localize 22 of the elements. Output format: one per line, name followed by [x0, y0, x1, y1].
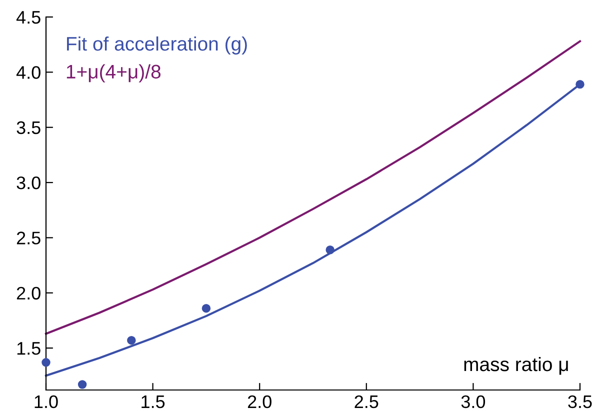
y-tick-label: 2.5 [16, 232, 40, 244]
x-tick-label: 3.0 [461, 395, 486, 408]
y-tick-label: 3.5 [16, 121, 40, 134]
x-axis-title: mass ratio μ [464, 356, 568, 375]
y-tick-label: 4.0 [16, 66, 40, 79]
point [78, 380, 87, 389]
x-tick-label: 2.0 [248, 395, 272, 408]
x-tick-label: 2.5 [354, 395, 378, 408]
y-tick-label: 2.0 [16, 286, 40, 300]
x-tick-label: 3.5 [568, 395, 592, 408]
point [42, 358, 50, 367]
text: Fit of acceleration (g) [67, 36, 247, 55]
point [576, 80, 584, 89]
x-tick-label: 1.5 [142, 396, 165, 408]
point [202, 304, 211, 313]
y-tick-label: 4.5 [16, 11, 40, 24]
point [326, 245, 334, 254]
x-tick-label: 1.0 [34, 395, 58, 408]
y-tick-label: 1.5 [17, 342, 40, 355]
point [127, 336, 136, 345]
y-tick-label: 3.0 [16, 176, 40, 190]
text: 1+μ(4+μ)/8 [66, 64, 161, 82]
